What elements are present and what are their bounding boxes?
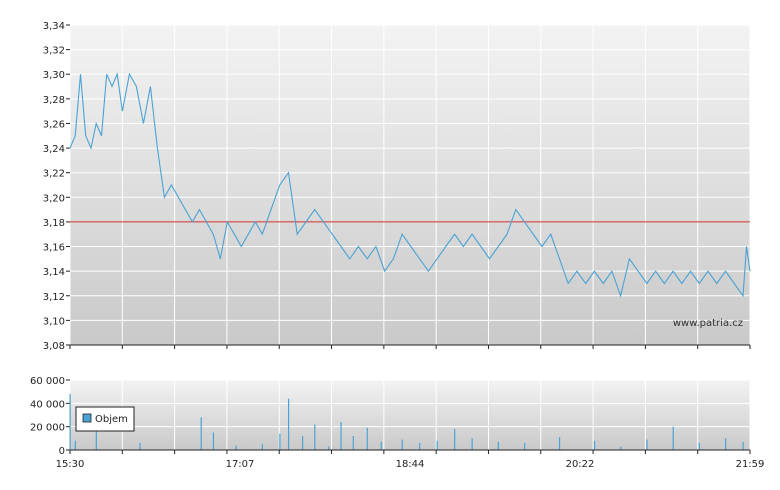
legend: Objem bbox=[75, 406, 135, 432]
volume-bar bbox=[74, 440, 76, 450]
volume-bar bbox=[95, 431, 97, 450]
volume-bar bbox=[340, 422, 342, 450]
price-y-tick-label: 3,32 bbox=[43, 46, 65, 57]
volume-bar bbox=[352, 436, 354, 450]
volume-bar bbox=[314, 424, 316, 450]
volume-bar bbox=[235, 445, 237, 450]
price-plot-area bbox=[70, 25, 750, 345]
volume-panel: 0 20 000 40 000 60 000 15:30 17:07 18:44 20:22… bbox=[30, 376, 764, 470]
x-tick-label: 15:30 bbox=[56, 459, 85, 470]
volume-bar bbox=[523, 443, 526, 450]
legend-label-objem: Objem bbox=[95, 414, 128, 425]
legend-swatch-objem bbox=[82, 413, 92, 423]
volume-bar bbox=[419, 443, 421, 450]
x-tick-label: 20:22 bbox=[566, 459, 595, 470]
price-y-tick-label: 3,12 bbox=[43, 292, 65, 303]
volume-bar bbox=[593, 440, 596, 450]
volume-bar bbox=[380, 441, 382, 450]
volume-plot-area bbox=[70, 380, 750, 450]
volume-bar bbox=[471, 438, 473, 450]
price-x-ticks bbox=[69, 345, 751, 349]
volume-bar bbox=[261, 444, 263, 450]
volume-bar bbox=[436, 440, 438, 450]
price-y-tick-label: 3,20 bbox=[43, 193, 65, 204]
price-y-tick-label: 3,16 bbox=[43, 243, 65, 254]
volume-bar bbox=[139, 443, 141, 450]
price-y-tick-label: 3,18 bbox=[43, 218, 65, 229]
volume-bar bbox=[366, 427, 368, 450]
volume-y-axis: 0 20 000 40 000 60 000 bbox=[30, 376, 70, 457]
price-y-tick-label: 3,22 bbox=[43, 169, 65, 180]
volume-bar bbox=[454, 429, 456, 450]
volume-bar bbox=[497, 441, 499, 450]
x-tick-label: 21:59 bbox=[736, 459, 765, 470]
volume-bar bbox=[279, 433, 281, 450]
price-y-tick-label: 3,28 bbox=[43, 95, 65, 106]
price-y-tick-label: 3,24 bbox=[43, 144, 65, 155]
volume-y-tick-label: 40 000 bbox=[30, 399, 65, 410]
volume-bar bbox=[69, 394, 71, 450]
price-y-tick-label: 3,34 bbox=[43, 21, 65, 32]
volume-bar bbox=[646, 439, 648, 450]
price-y-tick-label: 3,14 bbox=[43, 267, 65, 278]
price-y-tick-label: 3,08 bbox=[43, 341, 65, 352]
x-tick-label: 18:44 bbox=[396, 459, 425, 470]
price-y-tick-label: 3,26 bbox=[43, 119, 65, 130]
volume-bar bbox=[725, 438, 727, 450]
price-y-tick-label: 3,30 bbox=[43, 70, 65, 81]
volume-bar bbox=[200, 417, 202, 450]
volume-bar bbox=[401, 439, 403, 450]
volume-bar bbox=[212, 432, 215, 450]
volume-bar bbox=[558, 437, 561, 450]
price-series-line bbox=[69, 72, 751, 298]
volume-y-tick-label: 20 000 bbox=[30, 423, 65, 434]
volume-bar bbox=[620, 446, 622, 450]
volume-bar bbox=[328, 446, 330, 450]
volume-bar bbox=[742, 441, 744, 450]
volume-bar bbox=[698, 443, 701, 450]
volume-bar bbox=[288, 398, 290, 450]
price-panel: 3,08 3,10 3,12 3,14 3,16 3,18 3,20 3,22 3,24 3,26… bbox=[43, 21, 751, 352]
volume-grid bbox=[69, 379, 751, 451]
volume-y-tick-label: 60 000 bbox=[30, 376, 65, 387]
price-y-axis: 3,08 3,10 3,12 3,14 3,16 3,18 3,20 3,22 3,24 3,26… bbox=[43, 21, 70, 352]
volume-bar bbox=[672, 426, 674, 450]
volume-x-ticks: 15:30 17:07 18:44 20:22 21:59 bbox=[56, 450, 765, 470]
volume-bars bbox=[69, 394, 744, 450]
price-grid bbox=[69, 24, 751, 346]
volume-y-tick-label: 0 bbox=[59, 446, 65, 457]
volume-bar bbox=[301, 436, 304, 450]
watermark: www.patria.cz bbox=[673, 318, 743, 329]
price-y-tick-label: 3,10 bbox=[43, 316, 65, 327]
x-tick-label: 17:07 bbox=[226, 459, 255, 470]
